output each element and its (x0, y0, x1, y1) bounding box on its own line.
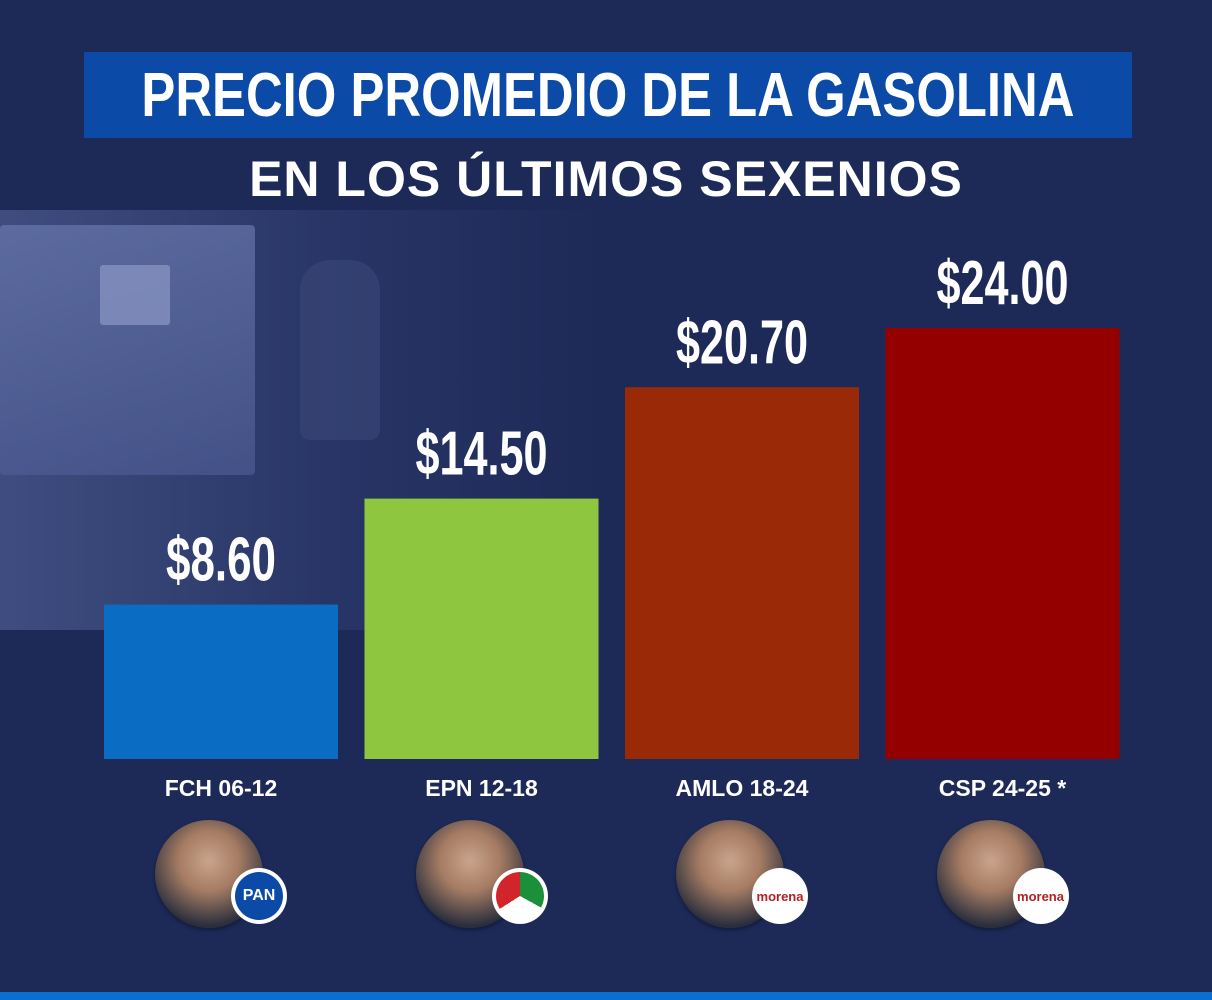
value-label-3: $20.70 (676, 308, 808, 377)
value-label-4: $24.00 (937, 249, 1069, 318)
pan-logo-icon: PAN (231, 868, 287, 924)
category-label-2: EPN 12-18 (425, 775, 538, 801)
chart-subtitle: EN LOS ÚLTIMOS SEXENIOS (249, 151, 963, 207)
title-banner: PRECIO PROMEDIO DE LA GASOLINA (84, 52, 1132, 138)
bottom-accent-bar (0, 992, 1212, 1000)
bar-4 (885, 328, 1120, 759)
bar-3 (625, 387, 859, 759)
value-label-1: $8.60 (166, 526, 276, 595)
morena-logo-text: morena (1017, 888, 1064, 904)
category-label-4: CSP 24-25 * (938, 775, 1067, 801)
morena-logo-icon: morena (1012, 868, 1069, 924)
chart-title: PRECIO PROMEDIO DE LA GASOLINA (141, 60, 1075, 130)
category-label-3: AMLO 18-24 (675, 775, 809, 801)
fuel-nozzle-icon (300, 260, 380, 440)
pri-logo-icon (491, 868, 548, 924)
pri-logo-mark (495, 872, 544, 920)
category-label-1: FCH 06-12 (164, 775, 278, 801)
pan-logo-text: PAN (235, 872, 283, 920)
morena-logo-text: morena (756, 888, 804, 904)
pump-display-icon (100, 265, 170, 325)
bar-1 (104, 604, 338, 759)
bar-2 (364, 498, 599, 759)
morena-logo-icon: morena (752, 868, 808, 924)
value-label-2: $14.50 (416, 420, 548, 489)
